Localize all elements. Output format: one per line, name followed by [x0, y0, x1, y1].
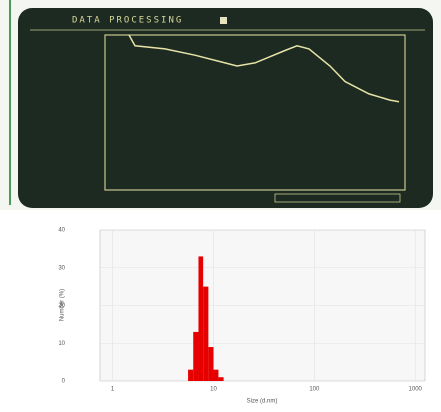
y-tick-label: 30 [58, 265, 65, 271]
y-tick-label: 20 [58, 303, 65, 309]
histogram-bar [203, 287, 208, 381]
histogram-bar [208, 347, 213, 381]
histogram-bar [198, 256, 203, 381]
screen-cursor [220, 17, 227, 24]
histogram-bar [213, 370, 218, 381]
histogram-bar [218, 377, 223, 381]
x-tick-label: 1000 [409, 387, 423, 393]
histogram-bar [188, 370, 193, 381]
figure: DATA PROCESSING Size (d.nm) Number (%) 0… [0, 0, 441, 412]
y-tick-label: 40 [58, 228, 65, 234]
x-tick-label: 10 [210, 387, 217, 393]
histogram-bar [193, 332, 198, 381]
monitor-screen [18, 8, 433, 208]
y-tick-label: 10 [58, 341, 65, 347]
x-axis-label: Size (d.nm) [247, 399, 278, 405]
screen-title: DATA PROCESSING [72, 16, 183, 26]
x-tick-label: 100 [309, 387, 320, 393]
page: {"chart_data": [ {"type": "line", "title… [0, 0, 441, 412]
